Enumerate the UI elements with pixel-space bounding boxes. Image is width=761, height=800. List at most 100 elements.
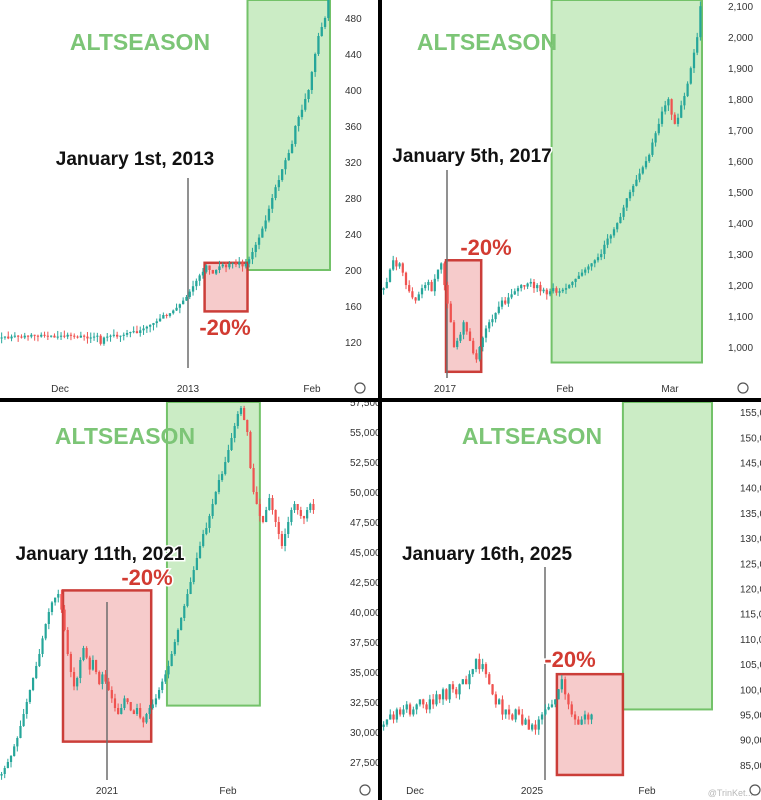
candle-body: [139, 708, 142, 718]
candle-body: [404, 272, 408, 286]
candle-body: [195, 280, 198, 287]
candle-body: [168, 313, 172, 316]
candle-body: [230, 438, 233, 450]
y-tick-label: 50,000: [350, 488, 378, 499]
candle-body: [189, 582, 192, 594]
candle-body: [405, 704, 408, 710]
candle-body: [79, 660, 82, 678]
candle-body: [312, 504, 315, 510]
candle-body: [287, 153, 290, 161]
candle-body: [148, 708, 151, 714]
candle-body: [452, 322, 456, 348]
candle-body: [164, 674, 167, 682]
candle-body: [398, 263, 401, 267]
candle-body: [224, 264, 228, 268]
candle-body: [491, 319, 494, 323]
candle-body: [497, 699, 501, 705]
candle-body: [290, 144, 294, 153]
y-tick-label: 42,500: [350, 578, 378, 589]
y-tick-label: 47,500: [350, 518, 378, 529]
candle-body: [539, 285, 542, 292]
candle-body: [507, 709, 511, 715]
candle-body: [622, 207, 625, 217]
x-tick-label: 2025: [521, 786, 544, 797]
candle-body: [110, 690, 113, 699]
candle-body: [481, 664, 484, 670]
candle-body: [558, 291, 561, 293]
candle-body: [510, 294, 513, 298]
candle-body: [76, 678, 79, 687]
candle-body: [54, 597, 57, 603]
candle-body: [606, 238, 609, 245]
candle-body: [327, 0, 330, 18]
candle-body: [537, 719, 540, 730]
candle-body: [651, 142, 654, 155]
candle-body: [44, 624, 47, 639]
candle-body: [584, 269, 587, 273]
candle-body: [0, 337, 3, 339]
event-date-label: January 5th, 2017: [392, 146, 551, 167]
candle-body: [125, 333, 129, 335]
candle-body: [181, 300, 185, 305]
x-tick-label: 2013: [177, 384, 200, 395]
candle-body: [244, 263, 248, 267]
candle-body: [561, 289, 564, 292]
candle-body: [151, 704, 154, 708]
candle-body: [395, 260, 398, 267]
candle-body: [167, 666, 170, 675]
candle-body: [415, 704, 418, 710]
green-zone: [550, 0, 703, 364]
y-tick-label: 35,000: [350, 668, 378, 679]
candle-body: [600, 254, 603, 258]
candle-body: [310, 72, 314, 90]
candle-body: [478, 347, 481, 360]
y-tick-label: 120,000: [740, 584, 761, 595]
candle-body: [555, 288, 558, 293]
candle-body: [440, 263, 443, 270]
y-tick-label: 480: [345, 14, 362, 25]
candle-body: [154, 698, 158, 705]
candle-body: [660, 111, 664, 124]
candle-body: [63, 335, 66, 337]
candle-body: [132, 710, 135, 714]
candle-body: [91, 660, 95, 670]
candle-body: [132, 331, 135, 333]
candle-body: [31, 678, 35, 690]
candle-body: [220, 474, 224, 480]
candle-body: [76, 336, 79, 338]
event-date-label: January 11th, 2021: [16, 544, 185, 565]
candle-body: [246, 420, 249, 432]
candle-body: [170, 654, 173, 666]
candle-body: [433, 278, 436, 292]
candle-body: [500, 300, 504, 307]
candle-body: [161, 681, 164, 690]
y-tick-label: 320: [345, 158, 362, 169]
candle-body: [234, 262, 238, 265]
y-tick-label: 1,000: [728, 343, 753, 354]
candle-body: [145, 326, 149, 329]
candle-body: [425, 704, 428, 710]
y-tick-label: 2,100: [728, 2, 753, 13]
candle-body: [26, 335, 30, 337]
candle-body: [563, 679, 567, 695]
candle-body: [392, 260, 395, 270]
y-tick-label: 110,000: [740, 635, 761, 646]
candle-body: [129, 702, 132, 711]
candle-body: [545, 289, 548, 295]
x-tick-label: 2017: [434, 384, 457, 395]
candle-body: [520, 285, 523, 289]
candle-body: [3, 768, 6, 774]
candle-body: [441, 689, 445, 700]
candle-body: [53, 335, 56, 338]
candle-body: [536, 285, 539, 289]
candle-body: [180, 618, 183, 630]
candle-body: [255, 492, 258, 504]
candle-body: [468, 674, 471, 685]
chart-panel-2017: 2,100 2,000 1,900 1,800 1,700 1,600 1,500 1,400…: [382, 0, 753, 395]
altseason-title: ALTSEASON: [55, 423, 195, 449]
candle-body: [43, 334, 46, 336]
candle-body: [317, 36, 320, 54]
candle-body: [49, 335, 53, 337]
y-tick-label: 1,400: [728, 219, 753, 230]
y-tick-label: 1,200: [728, 281, 753, 292]
